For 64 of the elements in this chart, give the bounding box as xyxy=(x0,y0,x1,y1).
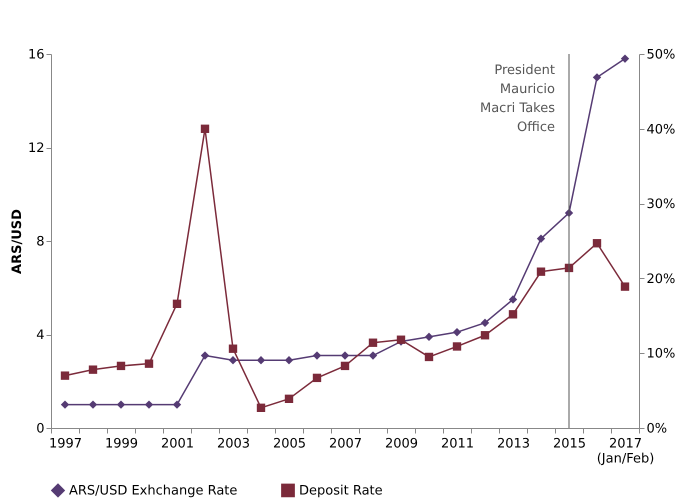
point xyxy=(508,295,518,304)
y2-tick-label: 10% xyxy=(646,346,676,362)
y-tick-label: 12 xyxy=(28,141,44,156)
y2-tick-label: 40% xyxy=(646,122,676,138)
x-tick-label: 2009 xyxy=(384,436,418,452)
point xyxy=(116,362,126,370)
point xyxy=(172,300,182,308)
point xyxy=(480,331,490,340)
point xyxy=(284,356,294,364)
legend-label: ARS/USD Exhchange Rate xyxy=(69,483,238,498)
point xyxy=(144,400,154,409)
point xyxy=(368,351,378,360)
point xyxy=(144,359,154,368)
point xyxy=(424,352,434,362)
point xyxy=(340,362,350,370)
point xyxy=(620,54,630,63)
point xyxy=(592,239,602,248)
point xyxy=(228,344,238,353)
y-tick-label: 0 xyxy=(36,422,44,436)
point xyxy=(368,338,378,347)
x-tick-label: 2011 xyxy=(440,436,474,452)
point xyxy=(200,124,210,133)
x-tick-label: 1997 xyxy=(48,436,82,452)
point xyxy=(424,332,434,342)
y-tick-label: 4 xyxy=(36,328,44,343)
point xyxy=(172,400,182,409)
y2-tick-label: 20% xyxy=(646,272,676,287)
point xyxy=(88,400,98,409)
point xyxy=(312,351,322,360)
y-tick-label: 16 xyxy=(28,48,44,62)
x-tick-label: 2015 xyxy=(552,436,586,452)
x-tick-label: 2017 (Jan/Feb) xyxy=(596,436,654,466)
legend-label: Deposit Rate xyxy=(299,483,383,498)
point xyxy=(256,404,266,412)
point xyxy=(452,328,462,336)
x-tick-label: 2003 xyxy=(216,436,250,452)
point xyxy=(312,374,322,382)
ref-line-label: President Mauricio Macri Takes Office xyxy=(480,63,556,135)
point xyxy=(256,356,266,364)
y2-tick-label: 30% xyxy=(646,197,676,212)
point xyxy=(88,365,98,374)
y-axis-title: ARS/USD xyxy=(10,208,25,274)
point xyxy=(508,310,518,318)
point xyxy=(60,400,70,409)
point xyxy=(536,234,546,243)
point xyxy=(480,318,490,327)
y2-tick-label: 0% xyxy=(646,422,668,436)
point xyxy=(536,267,546,276)
x-tick-label: 2001 xyxy=(160,436,194,452)
point xyxy=(200,351,210,360)
x-tick-label: 2005 xyxy=(272,436,306,452)
point xyxy=(452,342,462,351)
point xyxy=(340,351,350,360)
point xyxy=(592,73,602,82)
point xyxy=(620,282,630,291)
x-tick-label: 1999 xyxy=(104,436,138,452)
y2-tick-label: 50% xyxy=(646,48,676,62)
point xyxy=(228,356,238,364)
point xyxy=(116,400,126,409)
x-tick-label: 2007 xyxy=(328,436,362,452)
x-tick-label: 2013 xyxy=(496,436,530,452)
point xyxy=(284,394,294,404)
point xyxy=(60,371,70,380)
y-tick-label: 8 xyxy=(36,234,44,250)
